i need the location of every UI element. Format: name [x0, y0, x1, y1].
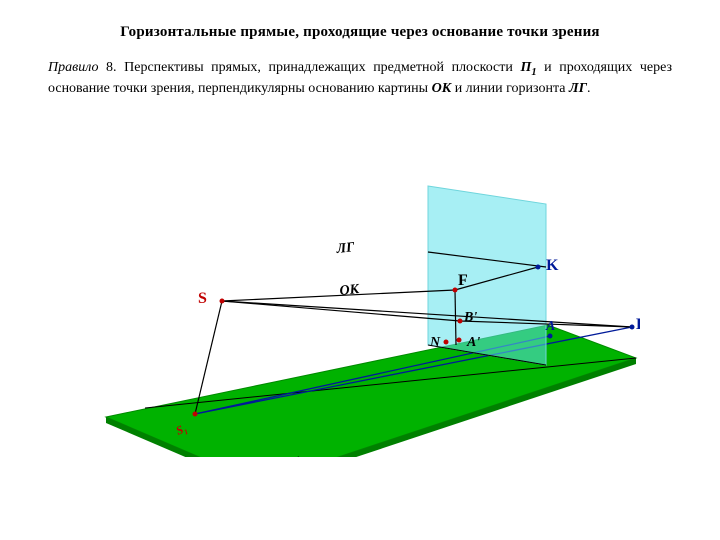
rule-text-c: и линии горизонта — [451, 81, 569, 96]
svg-text:B': B' — [463, 310, 477, 325]
rule-label: Правило — [48, 60, 98, 75]
page-title: Горизонтальные прямые, проходящие через … — [48, 24, 672, 41]
ok-symbol: ОК — [432, 81, 452, 96]
svg-text:K: K — [546, 257, 559, 274]
svg-text:S: S — [198, 290, 207, 307]
svg-text:F: F — [458, 272, 468, 289]
svg-text:A': A' — [466, 335, 480, 350]
rule-text-d: . — [587, 81, 591, 96]
rule-number: 8. — [106, 60, 117, 75]
svg-text:B: B — [636, 316, 640, 333]
figure-container: SS₁FB'A'NKABОКЛГП₁ — [48, 117, 672, 457]
rule-text-a: Перспективы прямых, принадлежащих предме… — [124, 60, 520, 75]
lg-symbol: ЛГ — [569, 81, 587, 96]
perspective-diagram: SS₁FB'A'NKABОКЛГП₁ — [80, 117, 640, 457]
rule-paragraph: Правило 8. Перспективы прямых, принадлеж… — [48, 59, 672, 99]
svg-text:N: N — [429, 335, 441, 350]
svg-text:ЛГ: ЛГ — [335, 240, 356, 257]
svg-text:ОК: ОК — [339, 282, 362, 299]
plane-symbol: П1 — [520, 60, 536, 75]
svg-text:A: A — [545, 319, 555, 334]
